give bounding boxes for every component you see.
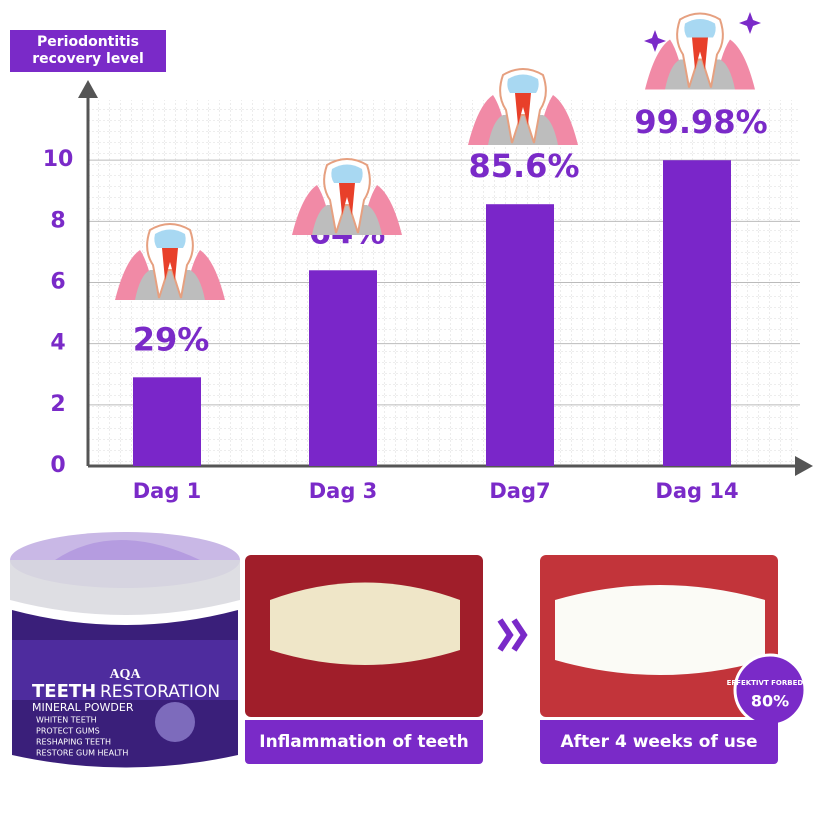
tooth-icon (645, 12, 755, 91)
x-tick-label: Dag 3 (309, 479, 378, 503)
y-tick-label: 2 (50, 392, 65, 417)
teeth (555, 585, 765, 675)
value-label: 85.6% (468, 147, 579, 185)
product-subtitle: MINERAL POWDER (32, 701, 134, 714)
badge-value: 80% (751, 692, 789, 711)
product-jar: AQA TEETH RESTORATION MINERAL POWDER WHI… (10, 532, 240, 768)
badge (733, 653, 807, 727)
bar (486, 204, 554, 466)
y-tick-label: 8 (50, 208, 65, 233)
product-title: RESTORATION (100, 682, 220, 702)
x-axis-arrow (795, 456, 813, 476)
x-tick-label: Dag 14 (655, 479, 738, 503)
brand: AQA (109, 667, 141, 682)
feature: RESHAPING TEETH (36, 738, 111, 747)
feature: RESTORE GUM HEALTH (36, 749, 128, 758)
x-tick-label: Dag 1 (133, 479, 202, 503)
arrow-icon (497, 618, 528, 652)
badge-text: EFFEKTIVT FORBEDRE (727, 679, 814, 687)
bar (133, 377, 201, 466)
tooth-icon (468, 67, 578, 147)
y-tick-label: 0 (50, 453, 65, 478)
before-caption: Inflammation of teeth (245, 720, 483, 764)
product-title: TEETH (32, 681, 96, 702)
y-axis-arrow (78, 80, 98, 98)
y-axis-label: Periodontitis recovery level (10, 30, 166, 72)
feature: PROTECT GUMS (36, 727, 100, 736)
y-tick-label: 10 (43, 147, 74, 172)
bar (663, 160, 731, 466)
y-tick-label: 6 (50, 270, 65, 295)
after-caption: After 4 weeks of use (540, 720, 778, 764)
teeth (270, 582, 460, 665)
value-label: 29% (133, 320, 210, 358)
x-tick-label: Dag7 (489, 479, 550, 503)
feature: WHITEN TEETH (36, 716, 97, 725)
sparkle (644, 12, 761, 52)
y-tick-label: 4 (50, 331, 65, 356)
bar (309, 270, 377, 466)
value-label: 99.98% (634, 103, 767, 141)
